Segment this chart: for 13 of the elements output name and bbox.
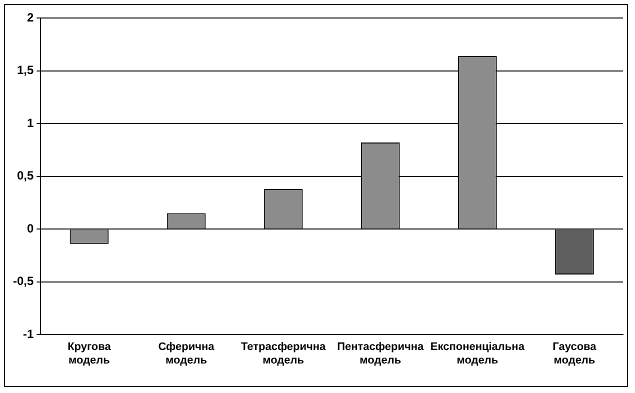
- y-tick-label: 0,5: [16, 168, 34, 183]
- y-tick-label: 1: [26, 116, 34, 130]
- x-tick-label: Експоненціальна модель: [430, 341, 526, 366]
- y-tick-label: -0,5: [12, 274, 34, 288]
- y-tick-label: 2: [26, 10, 34, 24]
- y-tick-label: 1,5: [16, 63, 34, 78]
- x-tick-label: Сферична модель: [158, 341, 216, 366]
- x-tick-label: Гаусова модель: [552, 341, 598, 366]
- y-tick-label: 0: [26, 221, 34, 236]
- x-tick-label: Тетрасферична модель: [240, 341, 327, 366]
- x-tick-label: Кругова модель: [68, 341, 112, 366]
- y-tick-label: -1: [23, 326, 34, 341]
- x-tick-label: Пентасферична модель: [337, 341, 424, 366]
